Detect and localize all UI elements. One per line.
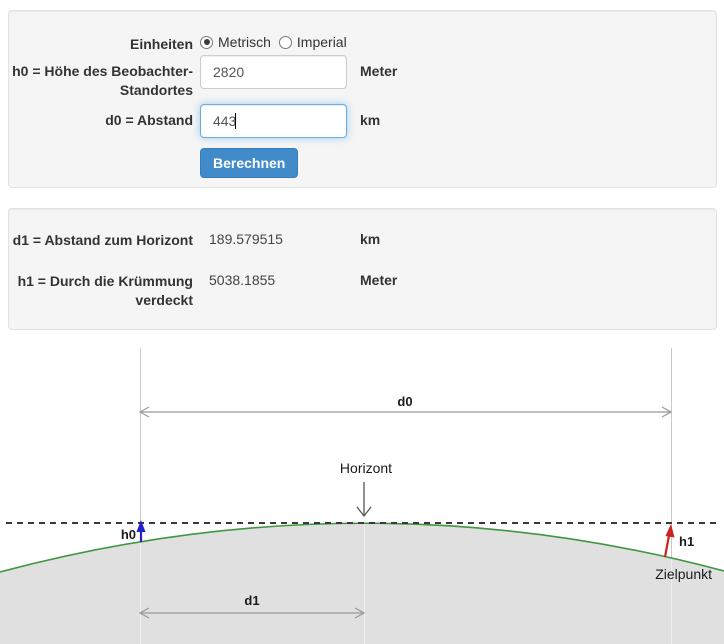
earth-ground-fill [0, 523, 724, 644]
d1-result-unit: km [360, 231, 381, 247]
h1-arrow [663, 524, 675, 558]
radio-imperial-label[interactable]: Imperial [296, 34, 347, 50]
d1-dimension-label: d1 [244, 593, 259, 608]
radio-metric-label[interactable]: Metrisch [218, 34, 271, 50]
d1-result-value: 189.579515 [209, 231, 283, 247]
h1-result-value: 5038.1855 [209, 272, 276, 288]
d0-label: d0 = Abstand [105, 112, 193, 128]
radio-metric-icon[interactable] [200, 35, 213, 49]
horizon-arrow [356, 482, 372, 518]
curvature-diagram: d0 Horizont h0 h1 Zielpunkt d1 [0, 348, 724, 644]
d0-unit: km [360, 112, 381, 128]
units-radio-group: Metrisch Imperial [200, 34, 355, 50]
d0-input[interactable] [200, 104, 347, 138]
h0-input[interactable] [200, 55, 347, 89]
h0-arrow [136, 520, 146, 542]
result-panel: d1 = Abstand zum Horizont 189.579515 km … [8, 208, 717, 330]
d0-dimension-arrow [138, 406, 673, 418]
horizon-label: Horizont [340, 460, 392, 476]
units-label: Einheiten [129, 36, 193, 52]
h0-arrow-label: h0 [121, 527, 136, 542]
calculate-button[interactable]: Berechnen [200, 148, 299, 178]
h1-arrow-label: h1 [679, 534, 694, 549]
h1-result-unit: Meter [360, 272, 398, 288]
h1-result-label: h1 = Durch die Krümmung verdeckt [17, 273, 193, 308]
target-point-label: Zielpunkt [655, 566, 712, 582]
d1-dimension-arrow [138, 607, 366, 619]
input-panel: Einheiten Metrisch Imperial h0 = Höhe de… [8, 10, 717, 188]
d1-result-label: d1 = Abstand zum Horizont [12, 232, 193, 248]
h0-unit: Meter [360, 63, 398, 79]
text-cursor [235, 113, 236, 129]
d0-dimension-label: d0 [397, 394, 412, 409]
h0-label: h0 = Höhe des Beobachter- Standortes [12, 63, 193, 98]
radio-imperial-icon[interactable] [278, 35, 292, 49]
